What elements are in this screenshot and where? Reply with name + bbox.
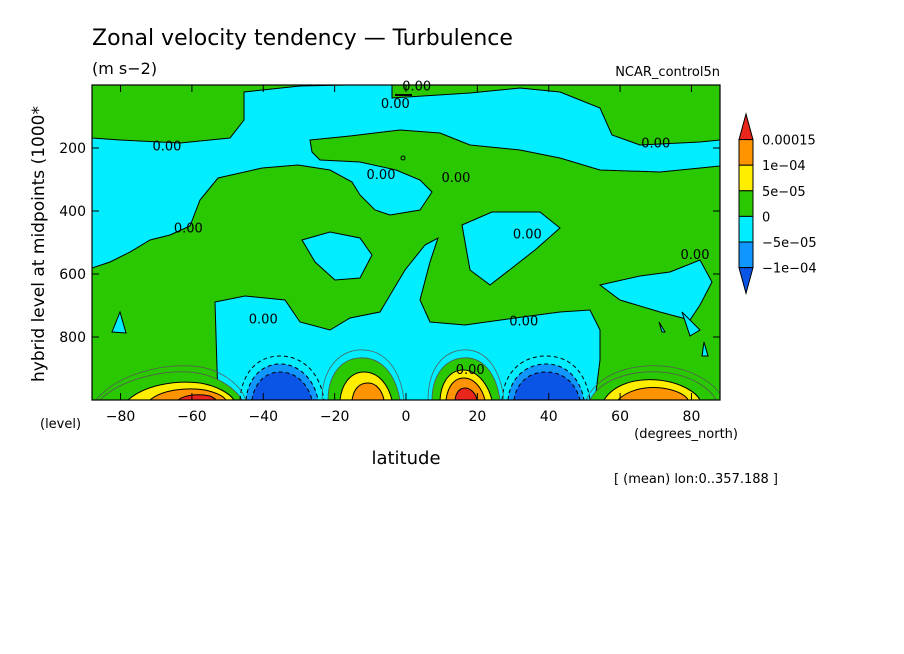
y-axis-units: (level) — [40, 417, 81, 432]
blob-sh-negative-1e — [251, 371, 313, 400]
x-axis-units: (degrees_north) — [634, 427, 738, 442]
blob-nh-1e — [617, 387, 689, 400]
x-tick-label: 0 — [402, 409, 411, 425]
footer-note: [ (mean) lon:0..357.188 ] — [614, 472, 778, 487]
contour-labels: 0.00 0.00 0.00 0.00 0.00 0.00 0.00 0.00 0.00 0.00… — [152, 80, 709, 379]
y-axis: 200 400 600 800 — [59, 141, 720, 346]
y-axis-label: hybrid level at midpoints (1000* — [29, 106, 49, 382]
x-tick-label: 60 — [611, 409, 629, 425]
contour-label: 0.00 — [641, 136, 670, 151]
y-tick-label: 400 — [59, 204, 86, 220]
field-region-pocket-5 — [681, 311, 701, 337]
contour-label: 0.00 — [509, 314, 538, 329]
contour-small-triangle — [658, 321, 666, 333]
contour-label: 0.00 — [441, 171, 470, 186]
surface-negative-blobs — [239, 355, 591, 400]
x-axis-label: latitude — [371, 448, 440, 469]
colorbar-bin — [738, 190, 754, 217]
x-tick-label: 40 — [540, 409, 558, 425]
contour-label: 0.00 — [402, 80, 431, 95]
x-tick-label: 80 — [683, 409, 701, 425]
y-tick-label: 800 — [59, 330, 86, 346]
contour-label: 0.00 — [174, 221, 203, 236]
field-region-pocket-3 — [461, 211, 561, 286]
chart-units: (m s−2) — [92, 59, 157, 78]
contour-label: 0.00 — [152, 139, 181, 154]
colorbar-bin — [738, 112, 754, 141]
colorbar-label: 5e−05 — [762, 185, 806, 200]
colorbar-bin — [738, 241, 754, 269]
field-region-pocket-1 — [111, 310, 127, 334]
colorbar-label: 0 — [762, 210, 770, 225]
contour-label: 0.00 — [249, 313, 278, 328]
blob-nh-negative-1e — [513, 371, 581, 400]
x-tick-label: 20 — [468, 409, 486, 425]
x-axis: −80 −60 −40 −20 0 20 40 60 80 — [106, 85, 701, 425]
dataset-label: NCAR_control5n — [615, 65, 720, 80]
contour-label: 0.00 — [367, 168, 396, 183]
thin-contours — [95, 349, 720, 400]
contour-label: 0.00 — [456, 363, 485, 378]
y-tick-label: 200 — [59, 141, 86, 157]
colorbar-label: 0.00015 — [762, 134, 816, 149]
dashed-contour-sh — [239, 355, 325, 400]
contour-label: 0.00 — [513, 228, 542, 243]
colorbar-label: −5e−05 — [762, 236, 817, 251]
colorbar-bin — [738, 139, 754, 166]
contour-label: 0.00 — [681, 248, 710, 263]
dashed-contour-nh — [501, 355, 591, 400]
contour-small-triangle-2 — [701, 341, 709, 357]
x-tick-label: −40 — [248, 409, 278, 425]
chart-title: Zonal velocity tendency — Turbulence — [92, 26, 513, 51]
surface-positive-blobs — [99, 357, 717, 400]
x-tick-label: −80 — [106, 409, 136, 425]
plot-area — [92, 85, 720, 400]
colorbar-label: −1e−04 — [762, 262, 817, 277]
colorbar-bin — [738, 215, 754, 243]
x-tick-label: −60 — [177, 409, 207, 425]
field-region-top-positive — [92, 85, 720, 146]
contour-label: 0.00 — [381, 97, 410, 112]
blob-subtrop-s-1e — [351, 382, 385, 400]
colorbar-bin — [738, 164, 754, 192]
field-region-pocket-2 — [301, 231, 373, 281]
colorbar: 0.00015 1e−04 5e−05 0 −5e−05 −1e−04 — [738, 112, 817, 296]
x-tick-label: −20 — [320, 409, 350, 425]
field-region-pocket-4 — [598, 259, 713, 321]
field-region-lower-negative — [214, 236, 601, 400]
y-tick-label: 600 — [59, 267, 86, 283]
colorbar-bin — [738, 267, 754, 296]
colorbar-label: 1e−04 — [762, 159, 806, 174]
blob-subtrop-n-15e — [454, 387, 478, 400]
contour-dot — [400, 155, 406, 161]
